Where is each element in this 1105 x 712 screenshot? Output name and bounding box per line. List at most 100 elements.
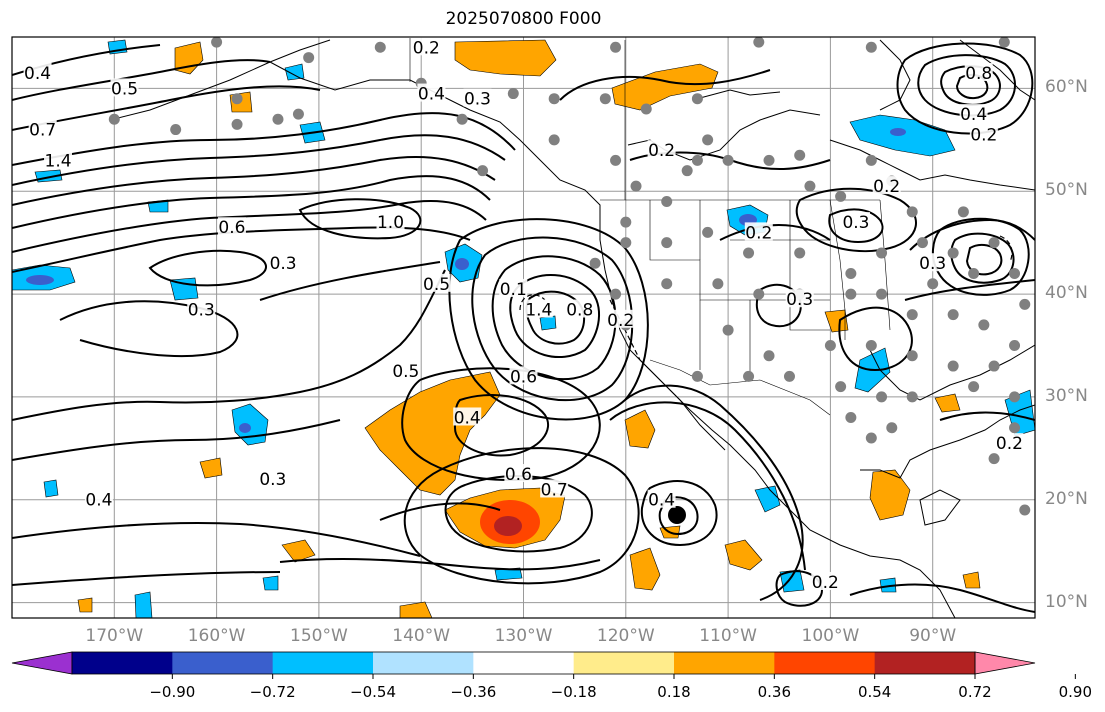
longitude-label: 90°W: [909, 626, 957, 646]
contour-label: 0.8: [566, 301, 593, 321]
station-dot: [845, 268, 857, 280]
contour-label-background: [647, 140, 676, 159]
colorbar-tick-label: 0.18: [657, 683, 691, 701]
map-title: 2025070800 F000: [445, 9, 602, 29]
contour-label: 0.2: [970, 126, 997, 146]
station-dot: [957, 206, 969, 218]
contour-label-background: [187, 299, 216, 318]
longitude-label: 130°W: [494, 626, 553, 646]
contour-label-background: [376, 212, 405, 231]
station-dot: [794, 149, 806, 161]
contour-label: 0.3: [464, 90, 491, 110]
contour-label-background: [453, 407, 482, 426]
colorbar: [11, 651, 1076, 679]
station-dot: [1019, 298, 1031, 310]
contour-lines: [12, 42, 1035, 613]
station-dot: [1019, 504, 1031, 516]
station-dot: [292, 108, 304, 120]
station-dot: [1009, 422, 1021, 434]
station-dot: [906, 350, 918, 362]
contour-label-background: [606, 309, 635, 328]
contour-label: 0.2: [873, 177, 900, 197]
contour-label-background: [44, 150, 73, 169]
contour-label-background: [509, 366, 538, 385]
station-dot: [231, 118, 243, 130]
station-dot: [794, 247, 806, 259]
contour-label: 0.2: [745, 223, 772, 243]
station-dot: [691, 93, 703, 105]
longitude-label: 160°W: [187, 626, 246, 646]
colorbar-tick-label: −0.54: [350, 683, 396, 701]
colorbar-segment: [373, 652, 474, 674]
colorbar-segment: [674, 652, 775, 674]
station-dot: [599, 93, 611, 105]
contour-label-background: [84, 489, 113, 508]
station-dot: [824, 339, 836, 351]
contour-label-background: [110, 78, 139, 97]
station-dot: [303, 52, 315, 64]
contour-label: 0.4: [648, 491, 675, 511]
contour-label: 0.6: [510, 367, 537, 387]
station-dot: [108, 113, 120, 125]
station-dot: [916, 237, 928, 249]
station-dot: [804, 180, 816, 192]
station-dot: [610, 288, 622, 300]
station-dot: [610, 41, 622, 53]
contour-label: 0.7: [29, 121, 56, 141]
station-dot: [906, 206, 918, 218]
coastlines: [109, 39, 1035, 618]
map-frame: [11, 36, 1036, 619]
station-dot: [661, 278, 673, 290]
contour-label-background: [811, 572, 840, 591]
contour-label-background: [995, 433, 1024, 452]
contour-label: 0.7: [541, 480, 568, 500]
station-dot: [272, 113, 284, 125]
political-borders: [409, 38, 891, 416]
station-dot: [968, 381, 980, 393]
contour-label-background: [964, 62, 993, 81]
colorbar-extend-low: [11, 651, 73, 675]
station-dot: [753, 37, 765, 48]
station-dot: [712, 278, 724, 290]
contour-value-labels: 0.40.50.71.40.20.4 0.31.00.60.30.50.3 1.40…: [23, 37, 1024, 593]
longitude-label: 100°W: [801, 626, 860, 646]
contour-label: 0.3: [919, 254, 946, 274]
colorbar-tick-label: 0.54: [857, 683, 892, 701]
station-dot: [968, 268, 980, 280]
contour-label-background: [463, 88, 492, 107]
station-dot: [927, 278, 939, 290]
station-dot: [865, 41, 877, 53]
latitude-label: 60°N: [1045, 77, 1088, 98]
station-dot: [988, 453, 1000, 465]
contour-label: 0.3: [842, 213, 869, 233]
station-dot: [845, 411, 857, 423]
station-dot: [722, 324, 734, 336]
contour-label: 0.4: [418, 85, 445, 105]
station-dot: [702, 134, 714, 146]
station-dot: [998, 37, 1010, 48]
contour-label-background: [499, 278, 528, 297]
contour-label: 0.1: [500, 280, 527, 300]
latitude-label: 20°N: [1045, 488, 1088, 509]
station-dot: [640, 103, 652, 115]
colorbar-tick-label: −0.90: [149, 683, 196, 701]
station-dot: [753, 288, 765, 300]
station-dot: [170, 124, 182, 136]
contour-label-background: [269, 253, 298, 272]
contour-label-background: [422, 273, 451, 292]
station-dot: [1009, 391, 1021, 403]
colorbar-frame: [71, 651, 976, 675]
contour-label-background: [959, 104, 988, 123]
contour-label-background: [841, 212, 870, 231]
contour-label-background: [785, 289, 814, 308]
contour-label: 0.4: [85, 491, 112, 511]
contour-label-background: [417, 83, 446, 102]
station-dot: [763, 350, 775, 362]
station-dot: [763, 154, 775, 166]
longitude-label: 140°W: [392, 626, 451, 646]
station-dot: [783, 370, 795, 382]
station-dot: [865, 154, 877, 166]
contour-label: 0.3: [259, 470, 286, 490]
contour-label-background: [969, 124, 998, 143]
